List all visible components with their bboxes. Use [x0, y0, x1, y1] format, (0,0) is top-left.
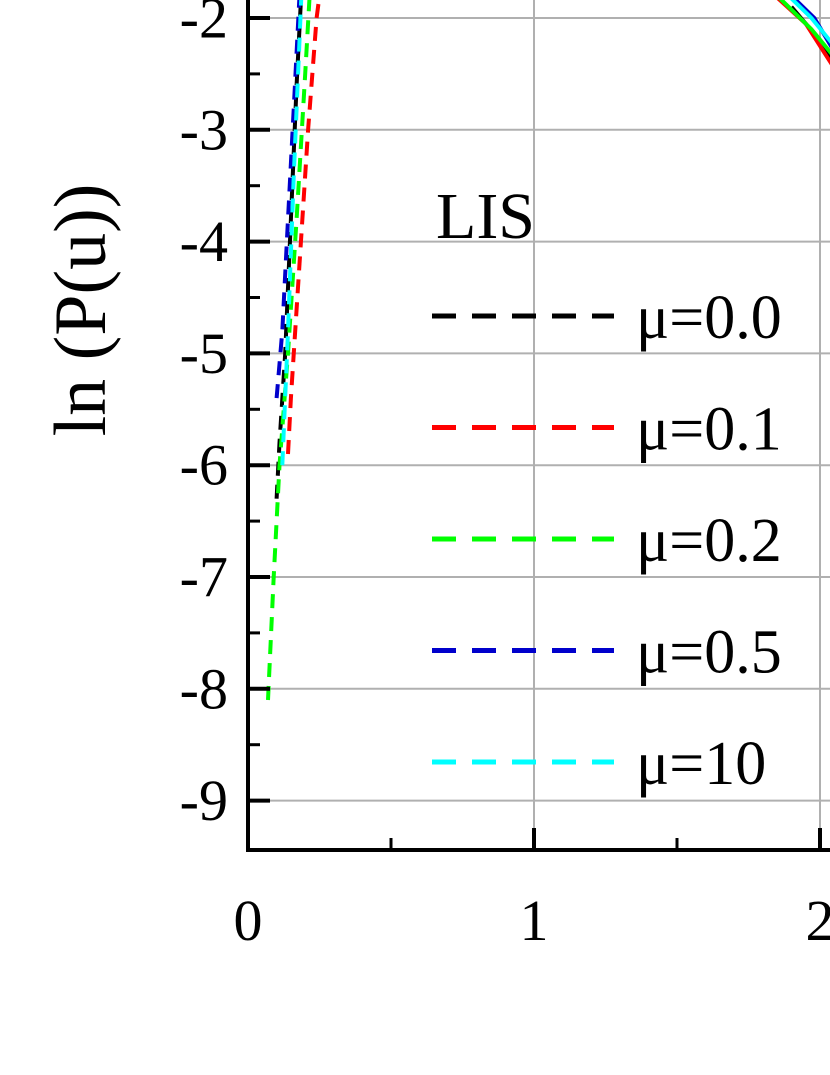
ticks: -2 -3 -4 -5 -6 -7 -8 -90 1 2: [180, 0, 830, 953]
legend-label: μ=0.0: [636, 284, 782, 352]
y-axis-title: ln (P(u)): [40, 184, 122, 437]
legend-title: LIS: [436, 180, 535, 253]
x-tick-label: 2: [806, 888, 830, 953]
y-tick-label: -9: [180, 768, 228, 833]
legend-label: μ=10: [636, 730, 766, 798]
series-line: [274, 0, 302, 399]
series-line: [274, 0, 303, 499]
series-line: [286, 0, 321, 455]
y-tick-label: -6: [180, 433, 228, 498]
series-line: [280, 0, 304, 466]
legend-label: μ=0.5: [636, 619, 782, 687]
y-tick-label: -5: [180, 321, 228, 386]
series-line: [266, 0, 312, 701]
legend-label: μ=0.1: [636, 396, 782, 464]
y-tick-label: -8: [180, 656, 228, 721]
series-line-tail: [778, 0, 830, 56]
x-tick-label: 0: [234, 888, 263, 953]
y-tick-label: -4: [180, 209, 228, 274]
y-tick-label: -7: [180, 545, 228, 610]
axes: [246, 0, 830, 852]
series-line-tail: [790, 0, 830, 44]
y-tick-label: -2: [180, 0, 228, 51]
x-tick-label: 1: [520, 888, 549, 953]
legend: LIS μ=0.0 μ=0.1 μ=0.2 μ=0.5 μ=10: [432, 180, 782, 798]
y-tick-label: -3: [180, 97, 228, 162]
plot-lines: [266, 0, 830, 701]
legend-label: μ=0.2: [636, 507, 782, 575]
